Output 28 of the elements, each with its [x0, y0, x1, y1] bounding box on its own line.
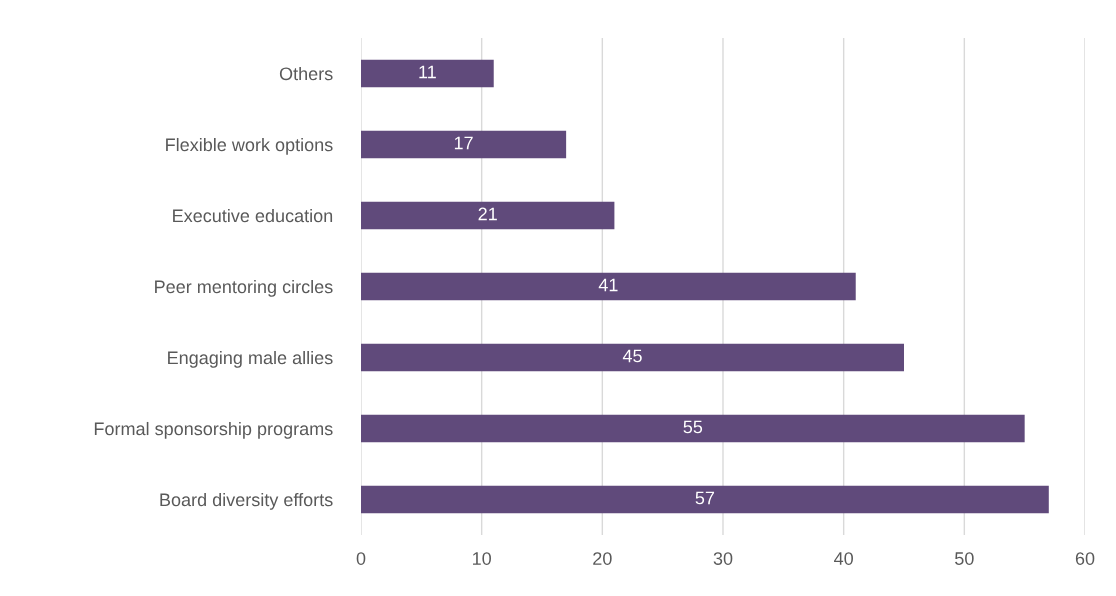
x-tick-label: 20: [593, 552, 612, 565]
y-tick-label: Board diversity efforts: [160, 492, 333, 510]
data-label: 11: [419, 65, 436, 79]
data-label: 57: [695, 491, 715, 505]
y-tick-label: Formal sponsorship programs: [94, 421, 333, 439]
data-label: 41: [598, 278, 618, 292]
x-tick-label: 0: [356, 552, 366, 565]
x-tick-label: 60: [1075, 552, 1095, 565]
bar: [361, 59, 494, 88]
bar: [361, 130, 567, 159]
bar: [361, 485, 1049, 514]
data-label: 21: [478, 207, 497, 221]
data-label: 17: [454, 136, 473, 150]
y-tick-label: Flexible work options: [166, 137, 333, 155]
bar: [361, 272, 856, 301]
y-tick-label: Others: [279, 66, 333, 81]
data-label: 45: [622, 349, 642, 363]
bar: [361, 343, 904, 372]
x-tick-label: 40: [834, 552, 853, 565]
bar: [361, 414, 1025, 443]
x-tick-label: 50: [955, 552, 974, 565]
y-tick-label: Peer mentoring circles: [155, 279, 333, 297]
y-tick-label: Engaging male allies: [168, 350, 333, 368]
data-label: 55: [683, 420, 703, 434]
x-tick-label: 10: [473, 552, 491, 565]
x-tick-label: 30: [713, 552, 733, 565]
y-tick-label: Executive education: [173, 208, 333, 223]
bar: [361, 201, 615, 230]
